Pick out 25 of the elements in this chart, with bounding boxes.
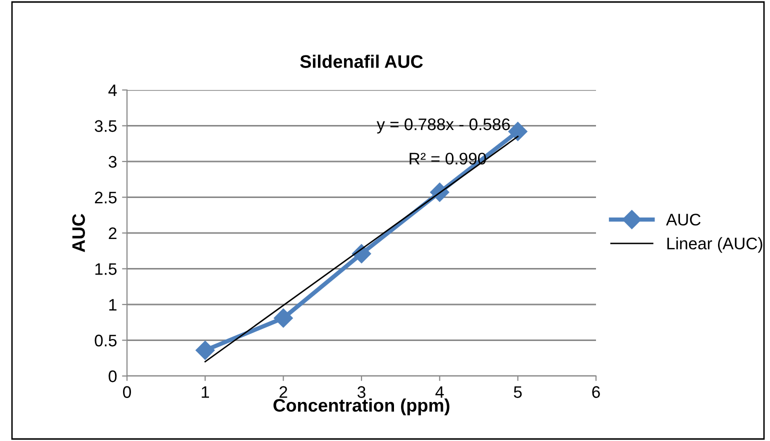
y-tick-label: 1 — [109, 299, 116, 311]
x-tick-label: 5 — [514, 386, 522, 398]
y-axis-title: AUC — [72, 214, 85, 252]
x-tick-label: 0 — [123, 386, 131, 398]
y-tick-label: 3 — [108, 156, 117, 168]
y-tick-label: 0.5 — [94, 334, 117, 346]
y-tick-label: 2.5 — [94, 192, 117, 204]
x-tick-label: 4 — [435, 386, 444, 398]
point — [274, 308, 293, 328]
point — [508, 122, 528, 142]
x-tick-label: 2 — [280, 386, 288, 398]
x-axis-title: Concentration (ppm) — [273, 398, 450, 416]
y-tick-label: 1.5 — [95, 263, 117, 275]
legend-label: Linear (AUC) — [667, 237, 762, 253]
y-tick-label: 3.5 — [94, 120, 117, 132]
annotation: y = 0.788x - 0.586 — [376, 118, 510, 134]
point — [196, 340, 215, 360]
y-tick-label: 2 — [108, 227, 116, 240]
y-tick-label: 4 — [108, 84, 117, 96]
y-tick-label: 0 — [108, 370, 117, 382]
x-tick-label: 6 — [592, 386, 600, 398]
x-tick-label: 1 — [202, 386, 209, 398]
x-tick-label: 3 — [358, 386, 366, 398]
chart-title: Sildenafil AUC — [300, 54, 423, 68]
legend-label: AUC — [666, 214, 701, 226]
